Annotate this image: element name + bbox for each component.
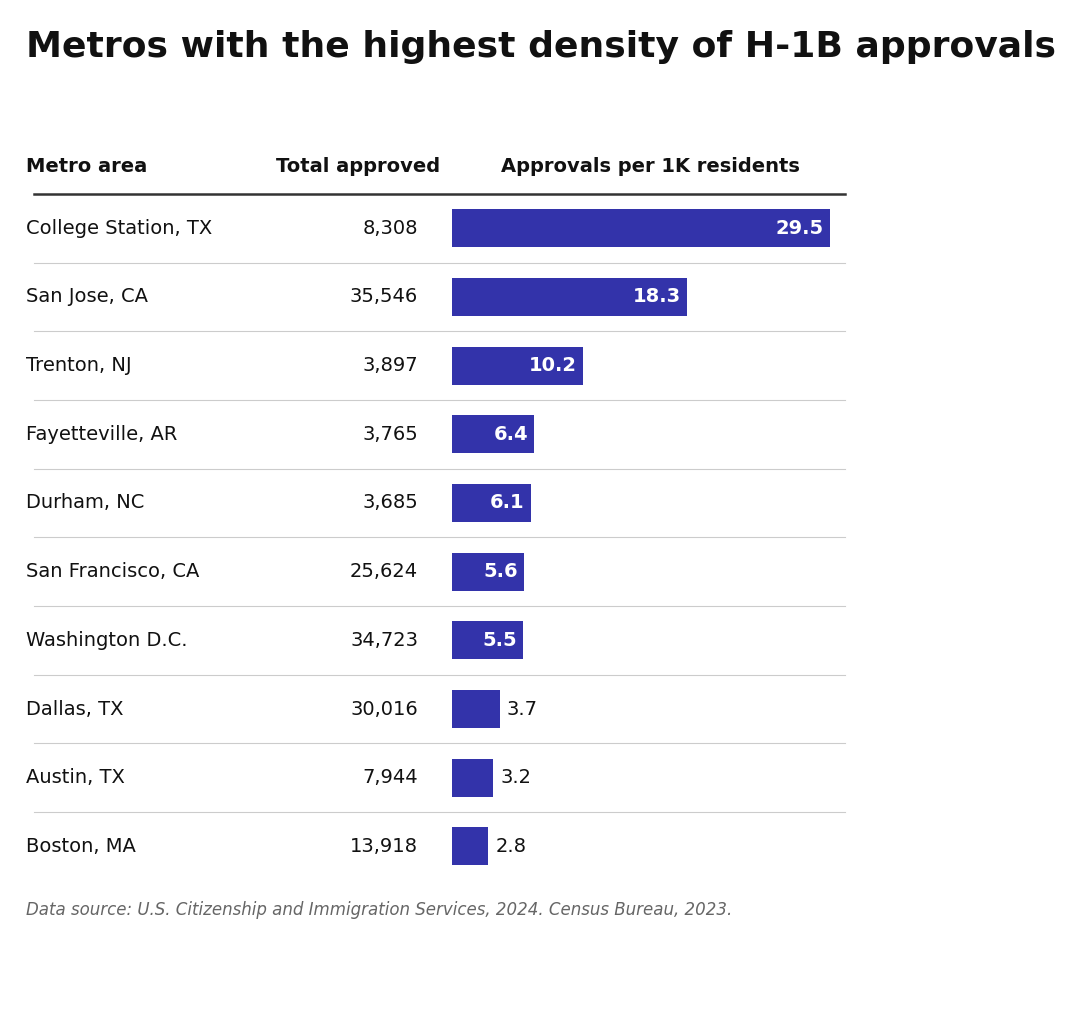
Bar [453,209,829,247]
Text: 30,016: 30,016 [350,700,418,718]
Bar [453,346,583,385]
Text: 3,897: 3,897 [363,357,418,375]
Text: 6.4: 6.4 [494,425,528,443]
Text: 2.8: 2.8 [496,837,526,855]
Text: Data source: U.S. Citizenship and Immigration Services, 2024. Census Bureau, 202: Data source: U.S. Citizenship and Immigr… [26,901,732,919]
Bar [453,552,524,591]
Text: Approvals per 1K residents: Approvals per 1K residents [501,158,800,176]
Text: 29.5: 29.5 [775,219,824,237]
Text: Dallas, TX: Dallas, TX [26,700,123,718]
Text: 3.2: 3.2 [500,769,531,787]
Text: Metros with the highest density of H-1B approvals: Metros with the highest density of H-1B … [26,30,1056,65]
Text: Fayetteville, AR: Fayetteville, AR [26,425,177,443]
Text: Boston, MA: Boston, MA [26,837,136,855]
Text: 6.1: 6.1 [490,494,525,512]
Text: 3.7: 3.7 [507,700,538,718]
Text: Durham, NC: Durham, NC [26,494,145,512]
Text: 5.6: 5.6 [484,563,518,581]
Text: Austin, TX: Austin, TX [26,769,124,787]
Text: Total approved: Total approved [275,158,440,176]
Text: 3,685: 3,685 [362,494,418,512]
Bar [453,759,494,797]
Text: 18.3: 18.3 [633,288,680,306]
Text: 5.5: 5.5 [482,631,517,649]
Text: 8,308: 8,308 [363,219,418,237]
Bar [453,484,530,522]
Bar [453,827,488,866]
Text: 25,624: 25,624 [350,563,418,581]
Text: Metro area: Metro area [26,158,147,176]
Text: Trenton, NJ: Trenton, NJ [26,357,132,375]
Text: 13,918: 13,918 [350,837,418,855]
Bar [453,621,523,660]
Text: Washington D.C.: Washington D.C. [26,631,187,649]
Text: 10.2: 10.2 [529,357,577,375]
Text: San Jose, CA: San Jose, CA [26,288,148,306]
Bar [453,690,500,728]
Text: 3,765: 3,765 [362,425,418,443]
Bar [453,415,535,453]
Text: San Francisco, CA: San Francisco, CA [26,563,199,581]
Bar [453,278,687,316]
Text: 35,546: 35,546 [350,288,418,306]
Text: 34,723: 34,723 [350,631,418,649]
Text: College Station, TX: College Station, TX [26,219,212,237]
Text: 7,944: 7,944 [363,769,418,787]
